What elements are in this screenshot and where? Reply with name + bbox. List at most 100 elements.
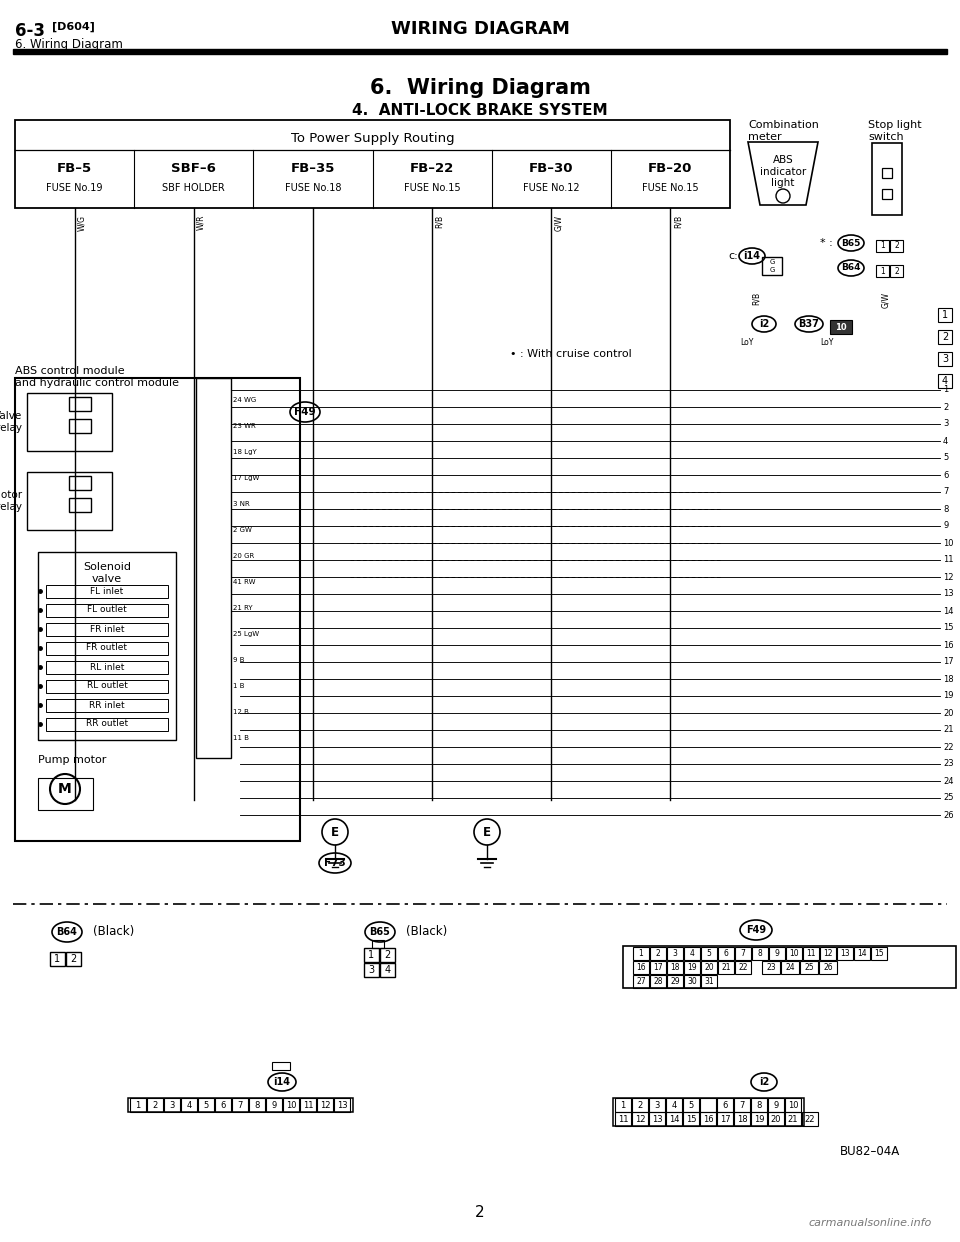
Bar (46, 681, 168, 693)
Text: 5: 5 (688, 1100, 694, 1109)
Text: 21: 21 (943, 725, 953, 734)
Text: FUSE No.15: FUSE No.15 (642, 183, 699, 193)
Bar (272, 1062, 290, 1071)
Text: 1: 1 (369, 950, 374, 960)
Text: 1: 1 (135, 1100, 140, 1109)
Text: E: E (331, 826, 339, 838)
Text: 17: 17 (720, 1114, 731, 1124)
Bar (615, 1112, 631, 1126)
Bar (762, 257, 782, 274)
Text: B64: B64 (841, 263, 861, 272)
Text: i14: i14 (274, 1077, 291, 1087)
Text: FR outlet: FR outlet (86, 643, 128, 652)
Text: 8: 8 (757, 949, 762, 958)
Text: 1: 1 (880, 267, 885, 276)
Text: Valve
relay: Valve relay (0, 411, 22, 432)
Text: (Black): (Black) (93, 925, 134, 939)
Text: 22: 22 (804, 1114, 815, 1124)
Bar (650, 975, 666, 987)
Text: G/W: G/W (554, 215, 564, 231)
Text: B64: B64 (57, 927, 78, 936)
Text: G
G: G G (769, 260, 775, 272)
Bar (46, 718, 168, 732)
Bar (46, 585, 168, 597)
Text: 4: 4 (943, 436, 948, 446)
Text: 4: 4 (384, 965, 391, 975)
Text: i14: i14 (743, 251, 760, 261)
Bar (666, 1098, 682, 1112)
Bar (800, 961, 818, 974)
Bar (164, 1098, 180, 1112)
Text: 15: 15 (685, 1114, 696, 1124)
Bar (830, 320, 852, 334)
Text: 11 B: 11 B (233, 735, 249, 741)
Text: 23 WR: 23 WR (233, 424, 255, 428)
Text: 1: 1 (880, 241, 885, 251)
Text: 16: 16 (943, 641, 953, 650)
Bar (837, 946, 853, 960)
Text: BU82–04A: BU82–04A (840, 1145, 900, 1158)
Text: SBF–6: SBF–6 (171, 161, 216, 175)
Text: FB–5: FB–5 (57, 161, 92, 175)
Bar (701, 961, 717, 974)
Bar (781, 961, 799, 974)
Text: FB–30: FB–30 (529, 161, 573, 175)
Text: 1: 1 (55, 954, 60, 964)
Text: 21: 21 (788, 1114, 799, 1124)
Text: * :: * : (820, 238, 832, 248)
Text: 20: 20 (943, 708, 953, 718)
Text: 18: 18 (670, 963, 680, 971)
Bar (683, 1112, 699, 1126)
Bar (751, 1098, 767, 1112)
Text: RR outlet: RR outlet (86, 719, 128, 729)
Bar (938, 351, 952, 366)
Text: RL inlet: RL inlet (90, 662, 124, 672)
Text: 7: 7 (943, 488, 948, 497)
Bar (130, 1098, 146, 1112)
Text: 7: 7 (740, 949, 745, 958)
Text: FB–22: FB–22 (410, 161, 454, 175)
Text: LoY: LoY (820, 338, 833, 347)
Bar (300, 1098, 316, 1112)
Bar (734, 1112, 750, 1126)
Text: SBF HOLDER: SBF HOLDER (162, 183, 226, 193)
Text: 2: 2 (70, 954, 77, 964)
Bar (700, 1112, 716, 1126)
Bar (786, 946, 802, 960)
Text: 1: 1 (942, 310, 948, 320)
Bar (372, 940, 384, 948)
Text: B65: B65 (370, 927, 391, 936)
Text: 6: 6 (943, 471, 948, 479)
Text: 4: 4 (186, 1100, 192, 1109)
Text: 26: 26 (943, 811, 953, 820)
Text: M: M (59, 782, 72, 796)
Bar (380, 948, 395, 963)
Text: • : With cruise control: • : With cruise control (510, 349, 632, 359)
Text: 6. Wiring Diagram: 6. Wiring Diagram (15, 39, 123, 51)
Text: 1: 1 (620, 1100, 626, 1109)
Bar (27, 472, 112, 530)
Bar (650, 946, 666, 960)
Text: 23: 23 (766, 963, 776, 971)
Text: FUSE No.12: FUSE No.12 (523, 183, 580, 193)
Text: G/W: G/W (881, 292, 891, 308)
Text: (Black): (Black) (406, 925, 447, 939)
Bar (785, 1098, 801, 1112)
Bar (46, 623, 168, 636)
Text: 17 LgW: 17 LgW (233, 474, 259, 481)
Text: 22: 22 (738, 963, 748, 971)
Text: i2: i2 (758, 1077, 769, 1087)
Bar (802, 1112, 818, 1126)
Bar (650, 961, 666, 974)
Text: FL inlet: FL inlet (90, 586, 124, 595)
Text: 23: 23 (943, 760, 953, 769)
Bar (364, 963, 379, 977)
Text: 25: 25 (943, 794, 953, 802)
Text: 8: 8 (943, 504, 948, 513)
Text: 13: 13 (652, 1114, 662, 1124)
Text: 2: 2 (894, 241, 899, 251)
Text: i2: i2 (758, 319, 769, 329)
Bar (181, 1098, 197, 1112)
Text: 1: 1 (638, 949, 643, 958)
Text: LoY: LoY (740, 338, 754, 347)
